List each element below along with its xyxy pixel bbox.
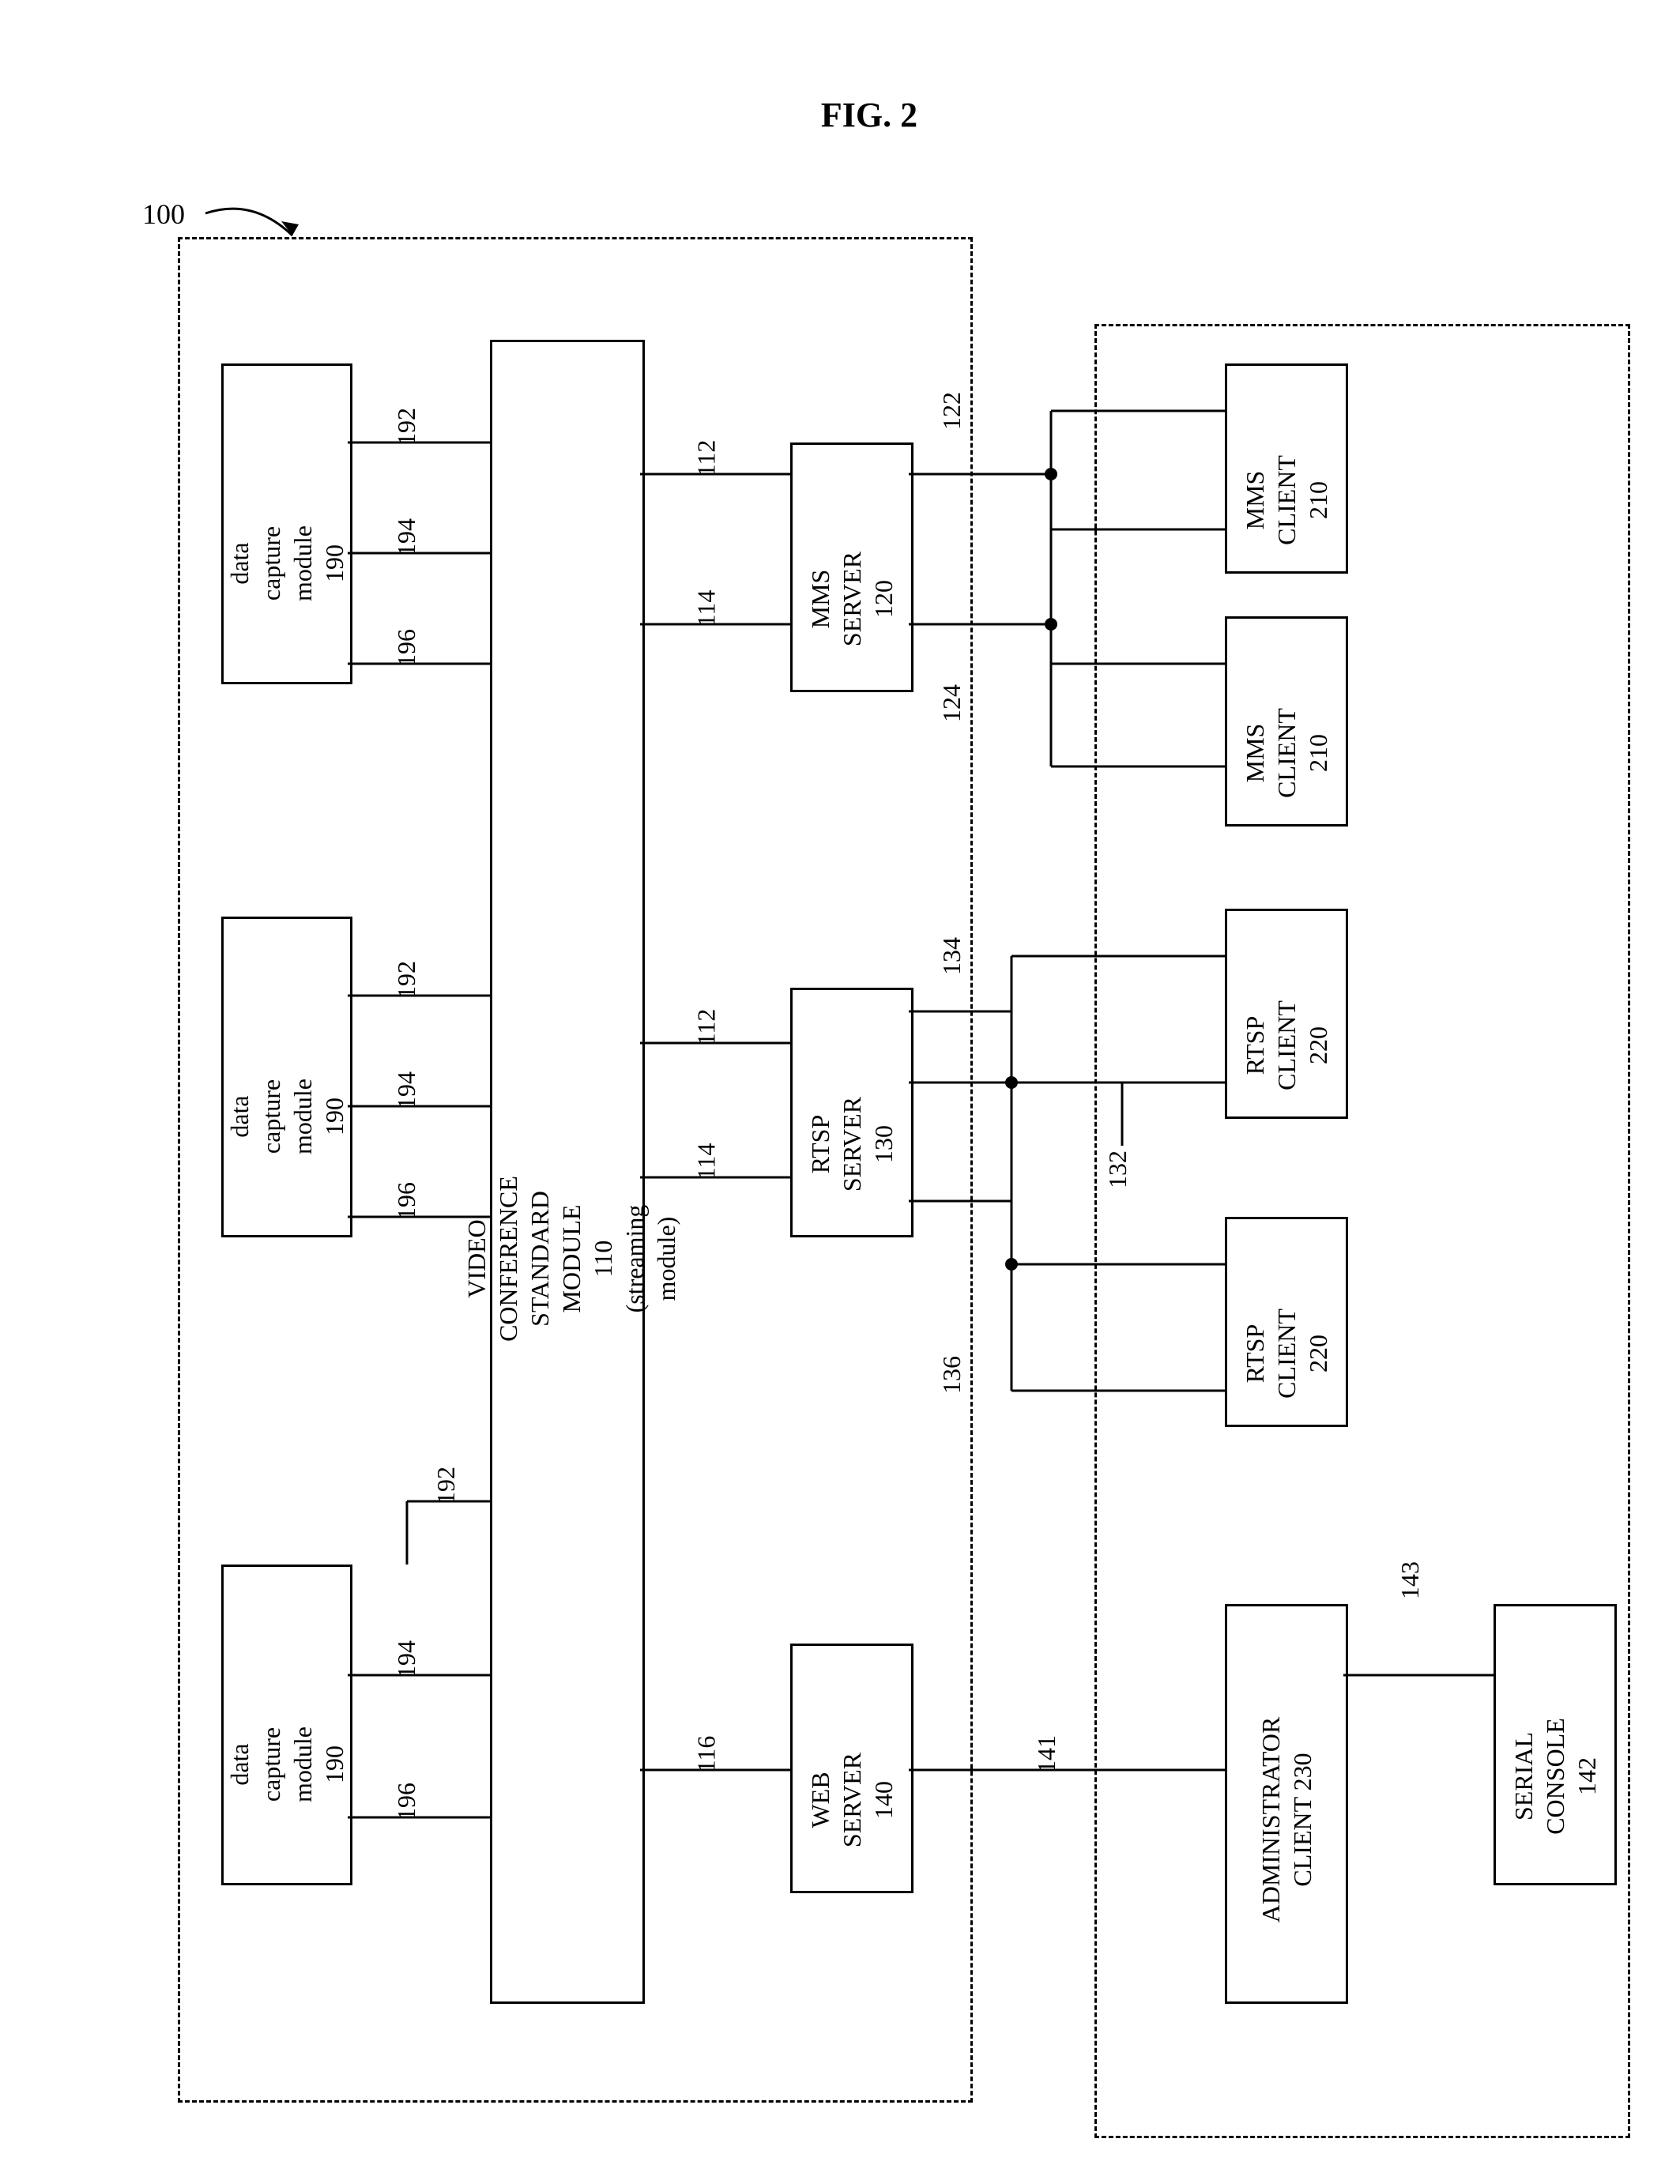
serial-line1: SERIAL	[1509, 1732, 1538, 1821]
vcm-line1: VIDEO	[462, 1219, 491, 1298]
rtsp-client2-line2: CLIENT	[1272, 1309, 1301, 1399]
vcm-line3: STANDARD	[525, 1191, 554, 1327]
label-141: 141	[1030, 1735, 1062, 1773]
label-134: 134	[936, 937, 967, 975]
vcm-line5: (streaming	[620, 1205, 649, 1313]
data-capture-module-2: data capture module 190	[221, 917, 352, 1237]
dcm2-line1: data	[225, 1095, 254, 1137]
dcm2-line3: module	[288, 1079, 317, 1154]
label-192b: 192	[390, 961, 422, 999]
label-196b: 196	[390, 1182, 422, 1220]
rtsp-server-line2: SERVER	[838, 1097, 866, 1192]
mms-client1-line2: CLIENT	[1272, 455, 1301, 545]
dcm3-ref: 190	[320, 1745, 348, 1783]
dcm3-line1: data	[225, 1743, 254, 1785]
serial-ref: 142	[1573, 1757, 1601, 1795]
label-194b: 194	[390, 1071, 422, 1109]
rtsp-client2-ref: 220	[1304, 1335, 1332, 1373]
web-server-line1: WEB	[806, 1772, 834, 1828]
label-112b: 112	[690, 1009, 721, 1046]
rtsp-client1-line2: CLIENT	[1272, 1000, 1301, 1090]
label-194a: 194	[390, 518, 422, 556]
rtsp-client2-line1: RTSP	[1241, 1324, 1269, 1384]
dcm3-line2: capture	[257, 1727, 285, 1802]
mms-server-box: MMS SERVER 120	[790, 442, 913, 692]
rtsp-server-line1: RTSP	[806, 1115, 834, 1174]
label-196a: 196	[390, 629, 422, 667]
dcm3-line3: module	[288, 1726, 317, 1802]
label-114b: 114	[690, 1143, 721, 1180]
label-196c: 196	[390, 1783, 422, 1821]
rtsp-client1-line1: RTSP	[1241, 1016, 1269, 1075]
rtsp-server-box: RTSP SERVER 130	[790, 988, 913, 1237]
figure-title: FIG. 2	[790, 95, 948, 135]
admin-client-box: ADMINISTRATOR CLIENT 230	[1225, 1604, 1348, 2004]
admin-line1: ADMINISTRATOR	[1256, 1717, 1285, 1923]
mms-client2-line2: CLIENT	[1272, 708, 1301, 798]
admin-line2: CLIENT 230	[1288, 1753, 1317, 1886]
data-capture-module-3: data capture module 190	[221, 1565, 352, 1885]
mms-client-1-box: MMS CLIENT 210	[1225, 363, 1348, 574]
vcm-line6: module)	[652, 1217, 680, 1301]
label-132: 132	[1102, 1150, 1133, 1188]
rtsp-server-ref: 130	[869, 1125, 898, 1163]
rtsp-client1-ref: 220	[1304, 1026, 1332, 1064]
system-ref-label: 100	[142, 198, 185, 231]
dcm2-ref: 190	[320, 1098, 348, 1135]
label-192a: 192	[390, 408, 422, 446]
mms-client1-line1: MMS	[1241, 471, 1269, 530]
data-capture-module-1: data capture module 190	[221, 363, 352, 684]
figure-canvas: FIG. 2 100 VIDEO CONFERENCE STANDARD MOD…	[16, 16, 1680, 2168]
label-192c: 192	[430, 1467, 461, 1504]
label-136: 136	[936, 1356, 967, 1394]
rtsp-client-2-box: RTSP CLIENT 220	[1225, 1217, 1348, 1427]
label-122: 122	[936, 392, 967, 430]
mms-client-2-box: MMS CLIENT 210	[1225, 616, 1348, 827]
label-194c: 194	[390, 1640, 422, 1678]
label-143: 143	[1394, 1561, 1426, 1599]
dcm1-line3: module	[288, 525, 317, 601]
dcm2-line2: capture	[257, 1079, 285, 1154]
web-server-box: WEB SERVER 140	[790, 1644, 913, 1893]
serial-console-box: SERIAL CONSOLE 142	[1494, 1604, 1617, 1885]
mms-client2-ref: 210	[1304, 734, 1332, 772]
dcm1-line2: capture	[257, 526, 285, 601]
vcm-ref: 110	[589, 1241, 617, 1278]
dcm1-line1: data	[225, 542, 254, 584]
label-116: 116	[690, 1736, 721, 1773]
mms-client2-line1: MMS	[1241, 724, 1269, 783]
video-conference-module-box: VIDEO CONFERENCE STANDARD MODULE 110 (st…	[490, 340, 645, 2004]
mms-server-line1: MMS	[806, 570, 834, 629]
mms-server-line2: SERVER	[838, 552, 866, 646]
mms-server-ref: 120	[869, 580, 898, 618]
web-server-line2: SERVER	[838, 1753, 866, 1847]
label-114a: 114	[690, 590, 721, 627]
vcm-line4: MODULE	[557, 1205, 586, 1313]
web-server-ref: 140	[869, 1781, 898, 1819]
serial-line2: CONSOLE	[1541, 1718, 1569, 1835]
dcm1-ref: 190	[320, 544, 348, 582]
label-124: 124	[936, 684, 967, 722]
label-112a: 112	[690, 440, 721, 477]
rtsp-client-1-box: RTSP CLIENT 220	[1225, 909, 1348, 1119]
vcm-line2: CONFERENCE	[494, 1176, 522, 1342]
mms-client1-ref: 210	[1304, 481, 1332, 519]
